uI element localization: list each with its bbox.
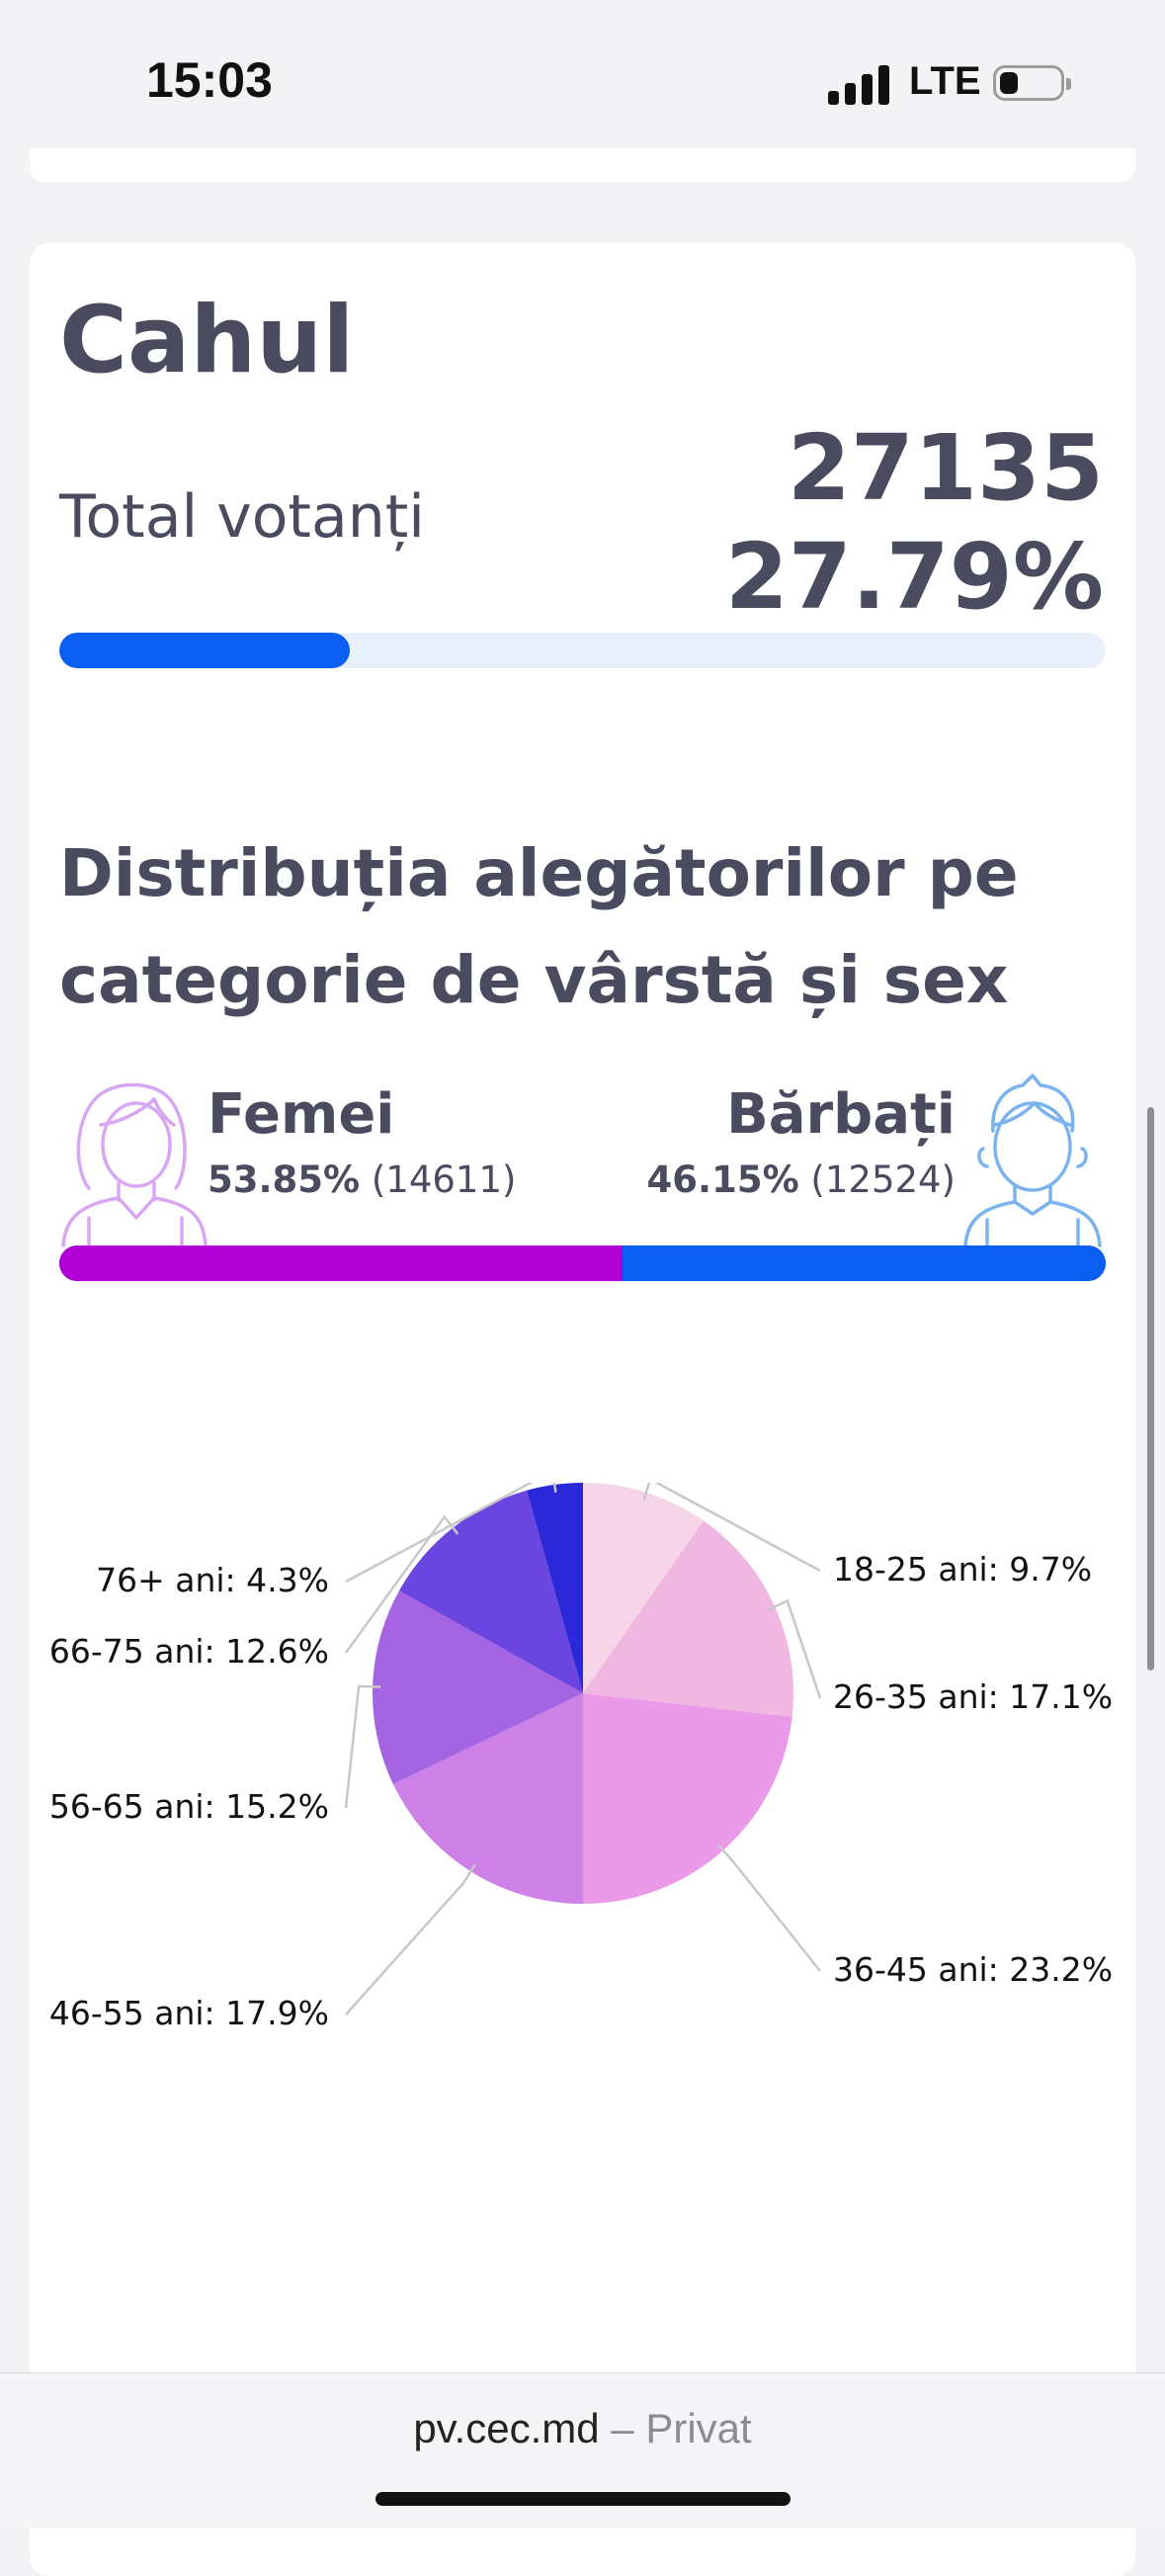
region-card <box>30 243 1135 2576</box>
url-host: pv.cec.md <box>413 2405 600 2451</box>
female-stats: 53.85% (14611) <box>208 1159 516 1201</box>
gender-bar-male <box>623 1245 1106 1281</box>
pie-label: 46-55 ani: 17.9% <box>49 1994 329 2032</box>
pie-slice-66-75-ani[interactable] <box>398 1490 583 1693</box>
gender-bar-female <box>59 1245 624 1281</box>
pie-leader-line <box>344 1684 381 1809</box>
battery-icon <box>993 65 1071 101</box>
male-avatar-icon <box>963 1073 1102 1247</box>
female-count: (14611) <box>371 1159 517 1201</box>
distribution-title: Distribuția alegătorilor pe categorie de… <box>59 835 1019 1018</box>
pie-label: 76+ ani: 4.3% <box>96 1561 329 1599</box>
pie-label: 66-75 ani: 12.6% <box>49 1632 329 1671</box>
region-title: Cahul <box>59 287 355 394</box>
age-distribution-pie-chart: 18-25 ani: 9.7% 26-35 ani: 17.1% 36-45 ani… <box>49 1483 1113 2032</box>
url-separator: – <box>599 2405 646 2451</box>
pie-label: 56-65 ani: 15.2% <box>49 1787 329 1826</box>
female-label: Femei <box>208 1082 395 1147</box>
male-label: Bărbați <box>726 1082 956 1147</box>
browser-address-bar[interactable]: pv.cec.md – Privat <box>0 2372 1165 2528</box>
pie-slice-36-45-ani[interactable] <box>583 1693 792 1904</box>
pie-slice-56-65-ani[interactable] <box>372 1590 583 1784</box>
female-avatar-icon <box>61 1082 208 1247</box>
status-time: 15:03 <box>146 52 273 108</box>
turnout-progress-bar <box>59 633 1106 668</box>
male-count: (12524) <box>810 1159 956 1201</box>
network-type: LTE <box>909 59 981 103</box>
pie-slice-18-25-ani[interactable] <box>583 1483 704 1693</box>
scrollbar-thumb[interactable] <box>1147 1107 1154 1671</box>
male-stats: 46.15% (12524) <box>647 1159 956 1201</box>
pie-leader-line <box>716 1844 821 1972</box>
female-percent: 53.85% <box>208 1159 361 1201</box>
home-indicator[interactable] <box>375 2492 791 2506</box>
turnout-progress-fill <box>59 633 351 668</box>
pie-slice-76-ani[interactable] <box>527 1483 583 1693</box>
status-bar: 15:03 LTE <box>0 0 1165 168</box>
total-voters-count: 27135 <box>787 415 1104 521</box>
gender-split-bar <box>59 1245 1106 1281</box>
pie-slice-46-55-ani[interactable] <box>392 1693 583 1904</box>
pie-leader-line <box>767 1598 822 1699</box>
previous-card-edge <box>30 148 1135 182</box>
cellular-signal-icon <box>828 63 891 105</box>
pie-leader-line <box>345 1483 557 1584</box>
pie-label: 26-35 ani: 17.1% <box>833 1677 1113 1716</box>
pie-leader-line <box>344 1514 459 1654</box>
total-voters-percent: 27.79% <box>724 524 1104 630</box>
pie-leader-line <box>642 1483 821 1573</box>
pie-label: 18-25 ani: 9.7% <box>833 1550 1092 1589</box>
male-percent: 46.15% <box>646 1159 799 1201</box>
total-voters-label: Total votanți <box>59 482 425 552</box>
pie-label: 36-45 ani: 23.2% <box>833 1950 1113 1989</box>
pie-slice-26-35-ani[interactable] <box>583 1520 794 1718</box>
private-mode-label: Privat <box>645 2405 752 2451</box>
url-display[interactable]: pv.cec.md – Privat <box>0 2405 1165 2452</box>
pie-leader-line <box>345 1863 476 2016</box>
